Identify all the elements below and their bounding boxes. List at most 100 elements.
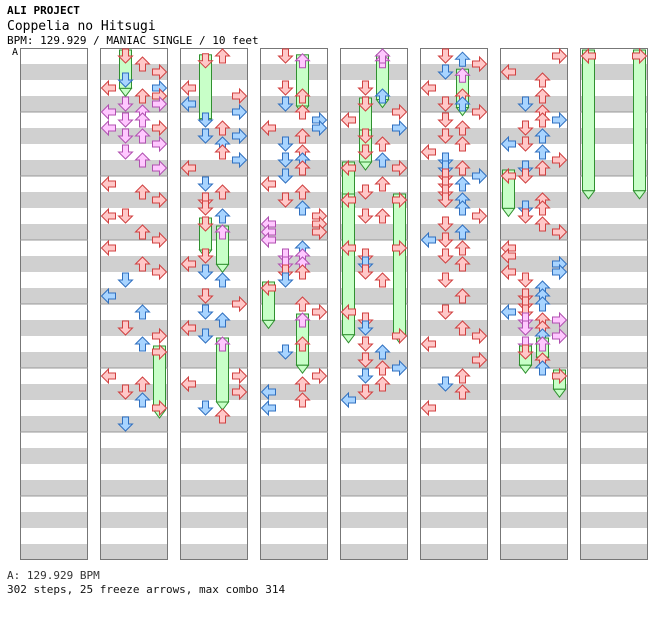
freeze-arrow-body [393,193,406,336]
stripe-row [580,96,648,112]
red-arrow-right [152,399,168,417]
stripe-row [180,160,248,176]
stripe-row [100,544,168,560]
chart-info: BPM: 129.929 / MANIAC SINGLE / 10 feet [7,34,259,47]
red-arrow-left [340,159,356,177]
pink-arrow-right [552,311,568,329]
blue-arrow-left [100,287,116,305]
red-arrow-down [517,272,534,288]
freeze-arrow-tail [215,401,230,411]
freeze-arrow-tail [581,190,596,200]
blue-arrow-right [312,119,328,137]
blue-arrow-down [357,320,374,336]
stripe-row [260,544,328,560]
stripe-row [340,256,408,272]
stripe-row [420,416,488,432]
red-arrow-up [294,296,311,312]
red-arrow-up [134,184,151,200]
stripe-row [100,224,168,240]
red-arrow-right [152,263,168,281]
stripe-row [500,256,568,272]
freeze-arrow-body [582,49,595,192]
freeze-arrow-tail [295,364,310,375]
red-arrow-right [472,327,488,345]
pink-arrow-left [100,103,116,121]
stripe-row [100,160,168,176]
red-arrow-left [420,79,436,97]
stripe-row [580,160,648,176]
red-arrow-up [534,72,551,88]
pink-arrow-right [152,135,168,153]
pink-arrow-up [294,312,311,328]
red-arrow-up [214,120,231,136]
blue-arrow-down [197,128,214,144]
red-arrow-down [437,96,454,112]
stripe-row [580,480,648,496]
red-arrow-right [232,295,248,313]
red-arrow-down [357,128,374,144]
freeze-arrow-tail [118,87,133,98]
red-arrow-down [357,352,374,368]
stripe-row [100,128,168,144]
red-arrow-down [277,192,294,208]
stripe-row [580,544,648,560]
stripe-row [100,384,168,400]
pink-arrow-down [517,320,534,336]
blue-arrow-down [437,64,454,80]
red-arrow-left [340,111,356,129]
red-arrow-right [472,55,488,73]
blue-arrow-down [117,416,134,432]
red-arrow-up [214,184,231,200]
blue-arrow-up [214,272,231,288]
blue-arrow-right [392,119,408,137]
stripe-row [100,480,168,496]
stripe-row [260,128,328,144]
stripe-row [180,288,248,304]
red-arrow-up [214,144,231,160]
blue-arrow-down [117,272,134,288]
red-arrow-down [277,80,294,96]
red-arrow-down [197,200,214,216]
stripe-row [500,512,568,528]
stripe-row [20,480,88,496]
red-arrow-up [454,120,471,136]
blue-arrow-up [374,152,391,168]
stripe-row [100,320,168,336]
red-arrow-left [340,239,356,257]
red-arrow-down [277,48,294,64]
stripe-row [20,224,88,240]
pink-arrow-right [152,159,168,177]
song-title: Coppelia no Hitsugi [7,19,156,34]
stripe-row [420,224,488,240]
red-arrow-down [117,208,134,224]
blue-arrow-down [357,368,374,384]
blue-arrow-down [277,344,294,360]
pink-arrow-up [134,128,151,144]
stripe-row [20,288,88,304]
red-arrow-up [454,368,471,384]
red-arrow-left [500,239,516,257]
blue-arrow-left [180,95,196,113]
stripe-row [580,256,648,272]
red-arrow-down [437,232,454,248]
red-arrow-right [392,103,408,121]
red-arrow-right [152,191,168,209]
stripe-row [180,448,248,464]
blue-arrow-right [392,359,408,377]
red-arrow-down [357,184,374,200]
red-arrow-up [134,56,151,72]
stripe-row [580,64,648,80]
blue-arrow-left [500,135,516,153]
red-arrow-down [437,48,454,64]
freeze-arrow-tail [501,207,516,218]
red-arrow-up [294,392,311,408]
stripe-row [100,96,168,112]
stripe-row [20,352,88,368]
stripe-row [20,512,88,528]
red-arrow-left [340,303,356,321]
stripe-row [100,64,168,80]
bpm-summary: A: 129.929 BPM [7,569,100,582]
stripe-row [580,384,648,400]
red-arrow-up [534,112,551,128]
stripe-row [340,320,408,336]
